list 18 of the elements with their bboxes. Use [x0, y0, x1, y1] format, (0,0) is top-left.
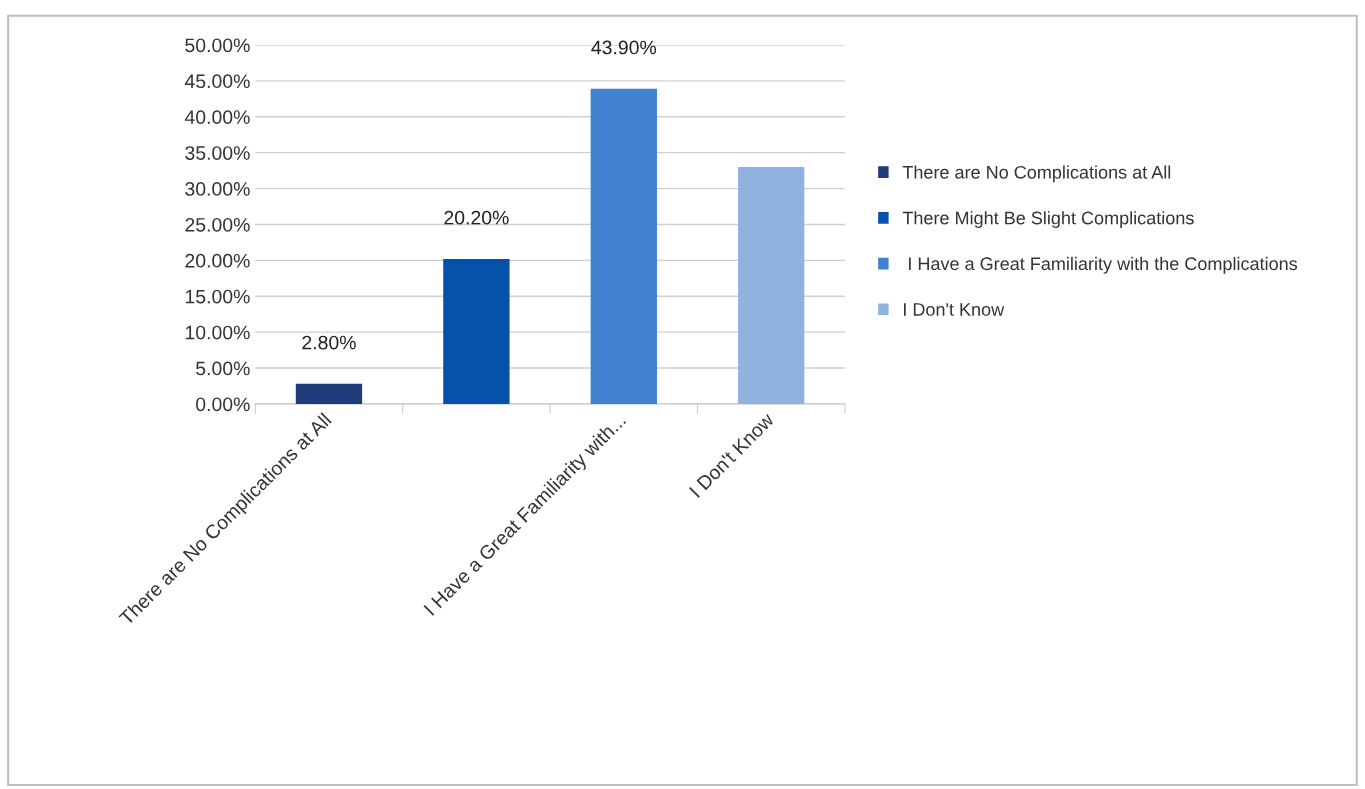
y-tick-label: 5.00% — [196, 361, 250, 376]
y-tick-label: 50.00% — [185, 38, 250, 53]
legend-label: I Don't Know — [904, 303, 1005, 316]
data-label: 43.90% — [591, 40, 657, 55]
y-tick-label: 15.00% — [185, 289, 250, 304]
y-tick-label: 25.00% — [185, 217, 250, 232]
y-tick-label: 10.00% — [185, 325, 250, 340]
y-tick-label: 30.00% — [185, 182, 250, 196]
data-label: 2.80% — [302, 335, 356, 350]
y-tick-label: 40.00% — [184, 110, 250, 125]
y-tick-label: 45.00% — [184, 74, 250, 89]
legend-label: There Might Be Slight Complications — [902, 211, 1194, 228]
legend-label: There are No Complications at All — [902, 165, 1171, 183]
y-tick-label: 20.00% — [185, 253, 250, 268]
legend-label: I Have a Great Familiarity with the Complications — [909, 256, 1298, 274]
y-tick-label: 35.00% — [185, 146, 250, 160]
y-tick-label: 0.00% — [196, 397, 250, 412]
data-label: 20.20% — [444, 210, 509, 225]
